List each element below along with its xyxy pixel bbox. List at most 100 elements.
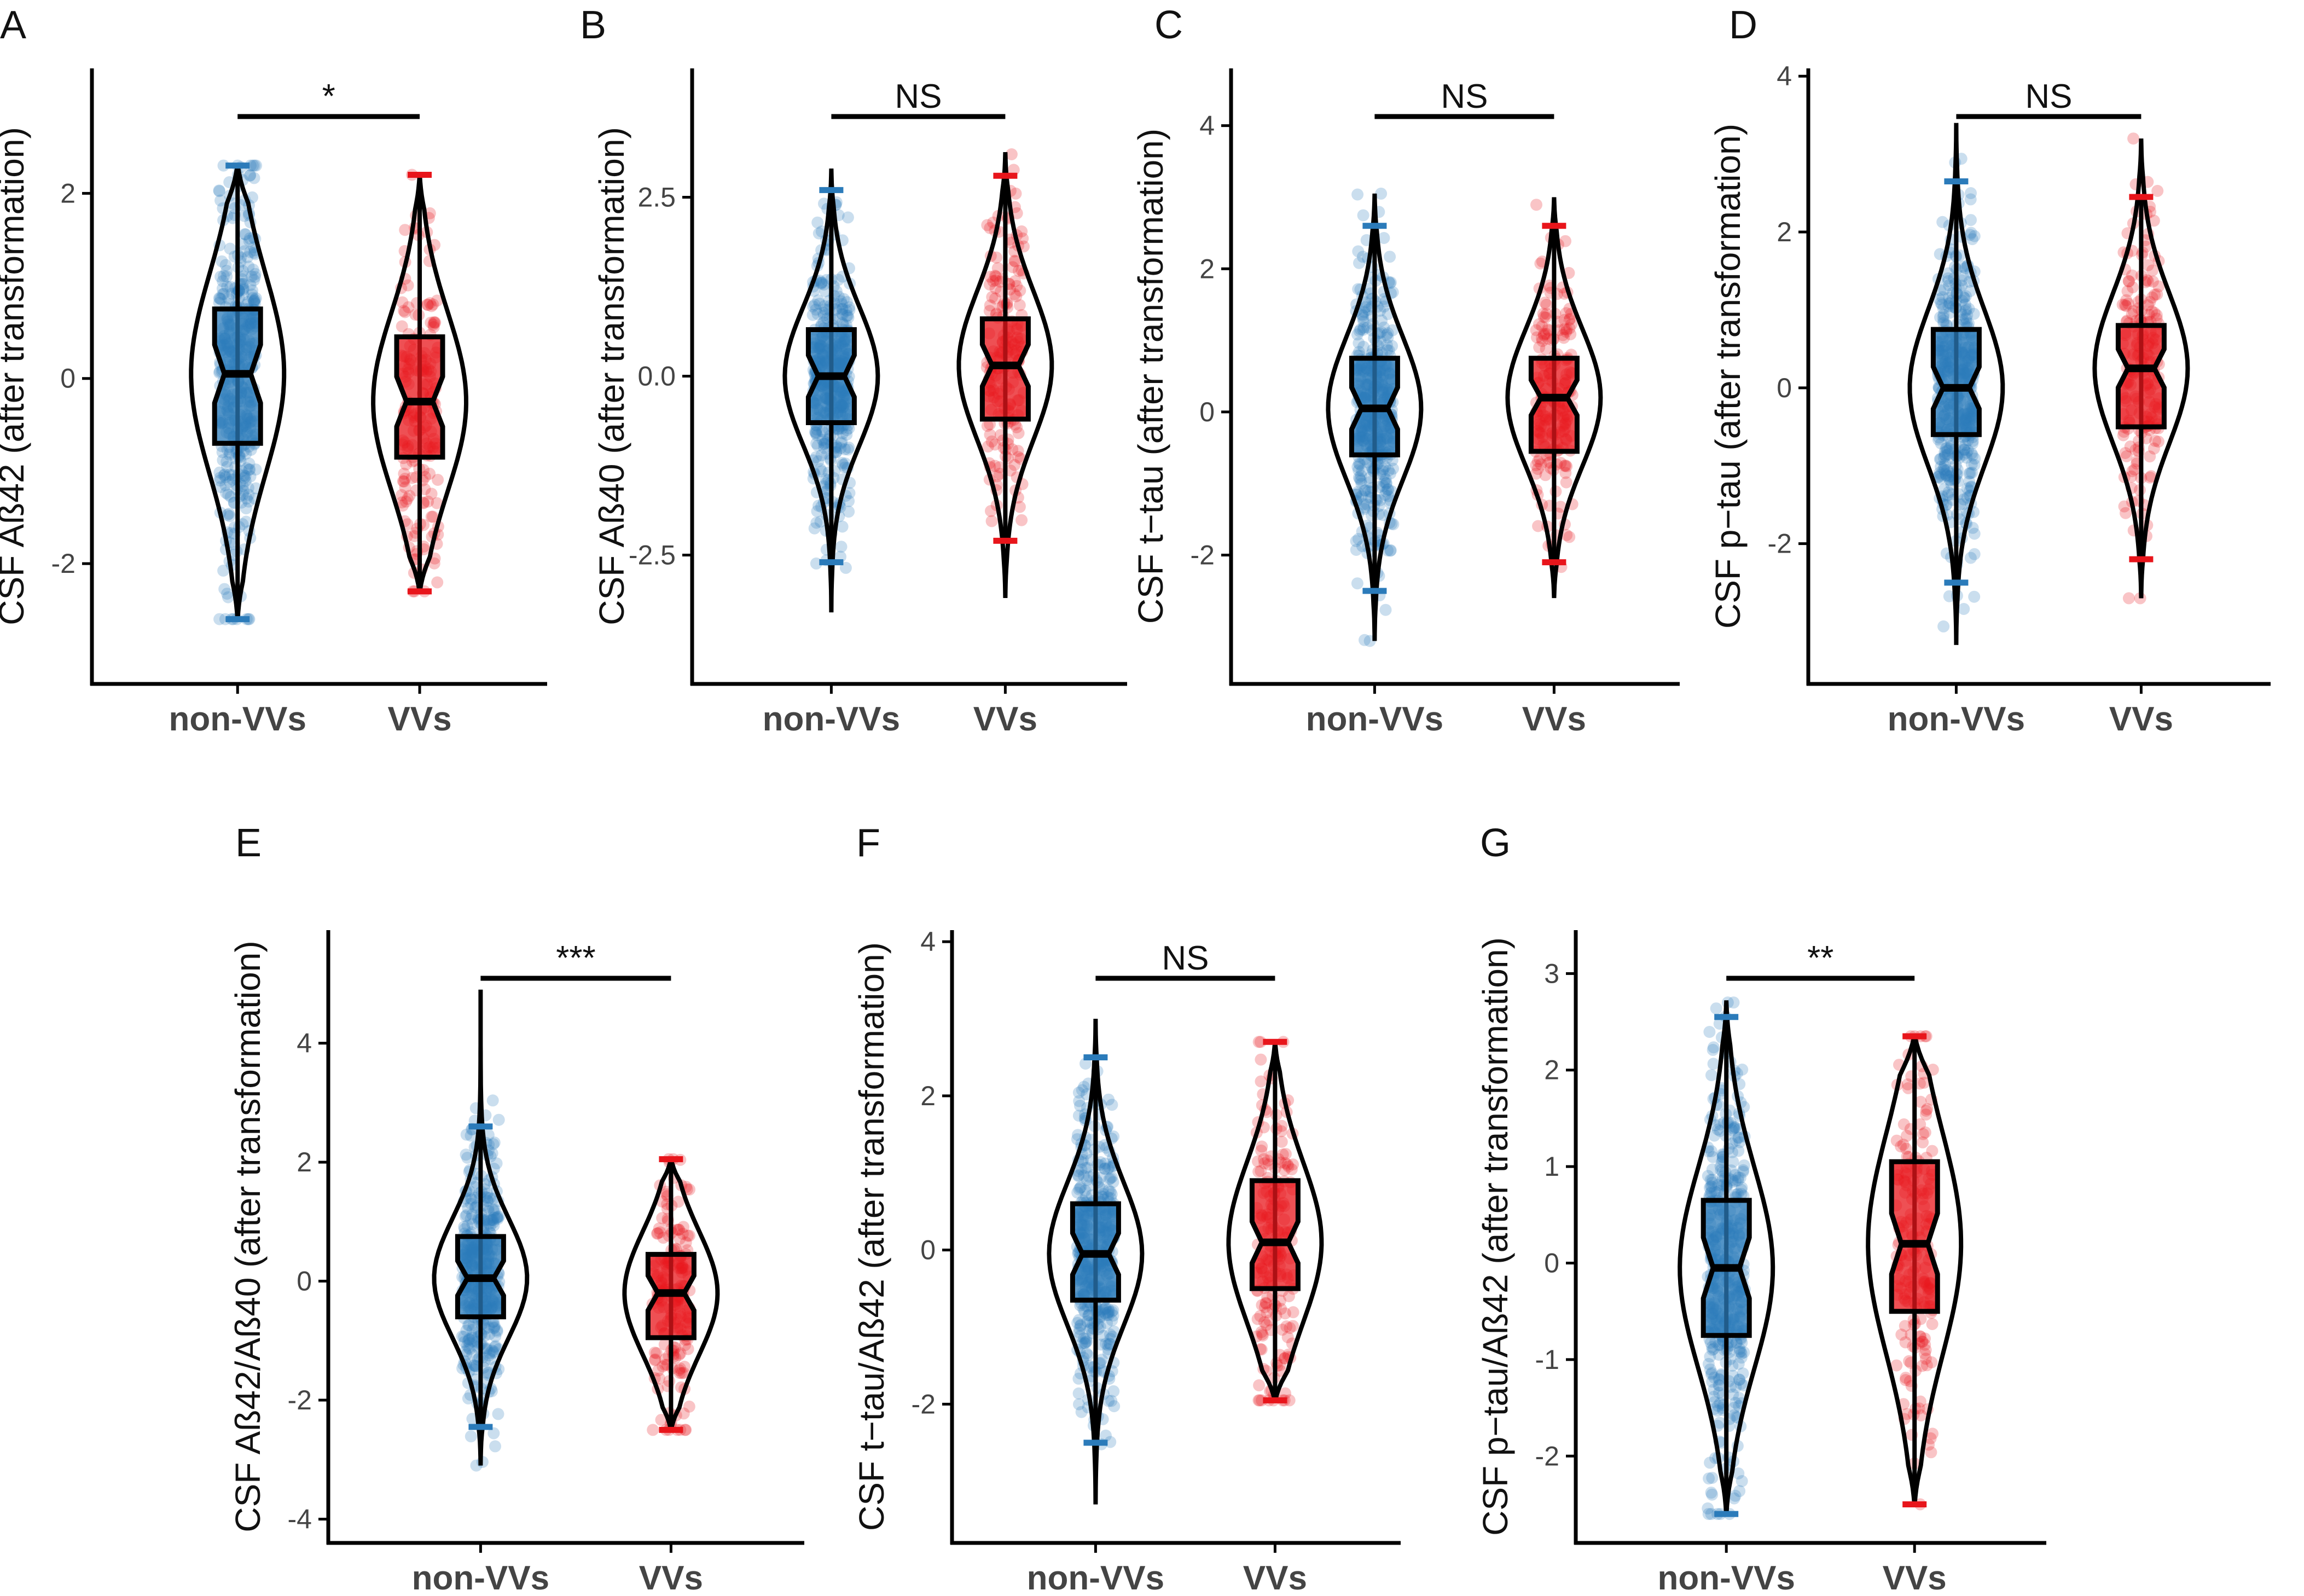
data-point [1736,1337,1748,1349]
data-point [985,435,998,448]
data-point [1073,1314,1085,1326]
data-point [2150,312,2163,325]
data-point [818,300,831,312]
data-point [467,1335,479,1348]
data-point [482,1202,495,1214]
data-point [1733,1343,1746,1355]
data-point [1254,1310,1267,1322]
data-point [483,1328,496,1340]
data-point [1727,1156,1739,1168]
data-point [243,463,256,476]
data-point [1707,1058,1720,1070]
data-point [1384,544,1397,556]
data-point [1082,1309,1094,1322]
data-point [397,500,409,512]
data-point [1011,207,1023,219]
data-point [1102,1309,1115,1321]
data-point [406,472,418,484]
data-point [1276,1148,1289,1160]
data-point [814,515,827,528]
data-point [655,1414,668,1426]
data-point [468,1363,481,1376]
data-point [1713,1018,1726,1030]
data-point [1957,498,1970,510]
data-point [1361,321,1374,334]
data-point [1554,457,1567,469]
data-point [1895,1140,1907,1153]
data-point [1563,314,1576,326]
y-axis-title: CSF p−tau (after transformation) [1708,124,1748,629]
data-point [423,467,436,480]
data-point [221,461,234,473]
data-point [683,1183,695,1196]
data-point [2146,291,2158,304]
data-point [815,277,828,290]
data-point [1706,1376,1719,1388]
data-point [1382,327,1394,340]
data-point [810,437,823,450]
data-point [1960,451,1973,464]
data-point [1263,1314,1276,1327]
data-point [1385,485,1398,498]
data-point [1737,1164,1750,1176]
data-point [1966,434,1979,447]
data-point [1278,1352,1291,1365]
data-point [429,316,442,329]
data-point [1728,1409,1740,1421]
data-point [1705,1487,1717,1499]
data-point [217,275,229,287]
data-point [674,1362,687,1375]
data-point [1355,474,1367,487]
data-point [812,455,825,467]
data-point [491,1324,503,1337]
data-point [1536,335,1548,347]
data-point [1564,312,1576,325]
data-point [1725,1336,1738,1348]
data-point [1258,1157,1271,1170]
data-point [1730,1134,1742,1147]
data-point [1011,421,1023,433]
data-point [483,1205,495,1217]
data-point [487,1214,499,1226]
data-point [486,1214,498,1226]
data-point [222,489,235,501]
data-point [1714,1397,1726,1409]
data-point [483,1217,496,1230]
data-point [1104,1185,1117,1198]
data-point [1540,299,1553,311]
y-tick-label: 0.0 [637,361,676,392]
data-point [1108,1400,1121,1413]
data-point [840,304,852,317]
data-point [984,270,997,283]
data-point [1376,314,1388,327]
group-vvs [2092,132,2190,605]
data-point [2141,299,2154,311]
group-non-vvs [1326,187,1424,647]
data-point [1961,444,1974,457]
data-point [2152,280,2165,293]
data-point [1966,449,1979,462]
data-point [1359,634,1371,646]
data-point [1102,1093,1115,1106]
data-point [1252,1155,1264,1168]
data-point [1014,285,1026,297]
data-point [810,516,823,529]
data-point [1535,458,1547,471]
data-point [1939,464,1951,477]
data-point [1901,1078,1914,1090]
data-point [1359,296,1372,309]
data-point [1961,309,1974,322]
data-point [2125,471,2138,483]
data-point [242,489,255,501]
data-point [1926,1318,1939,1330]
group-non-vvs [1678,996,1775,1520]
x-tick-label: VVs [2109,700,2173,738]
data-point [1261,1291,1274,1304]
data-point [486,1344,498,1357]
data-point [488,1205,500,1217]
data-point [248,293,261,306]
data-point [1354,458,1366,471]
data-point [1537,307,1549,320]
data-point [2120,294,2133,306]
data-point [1386,340,1398,352]
